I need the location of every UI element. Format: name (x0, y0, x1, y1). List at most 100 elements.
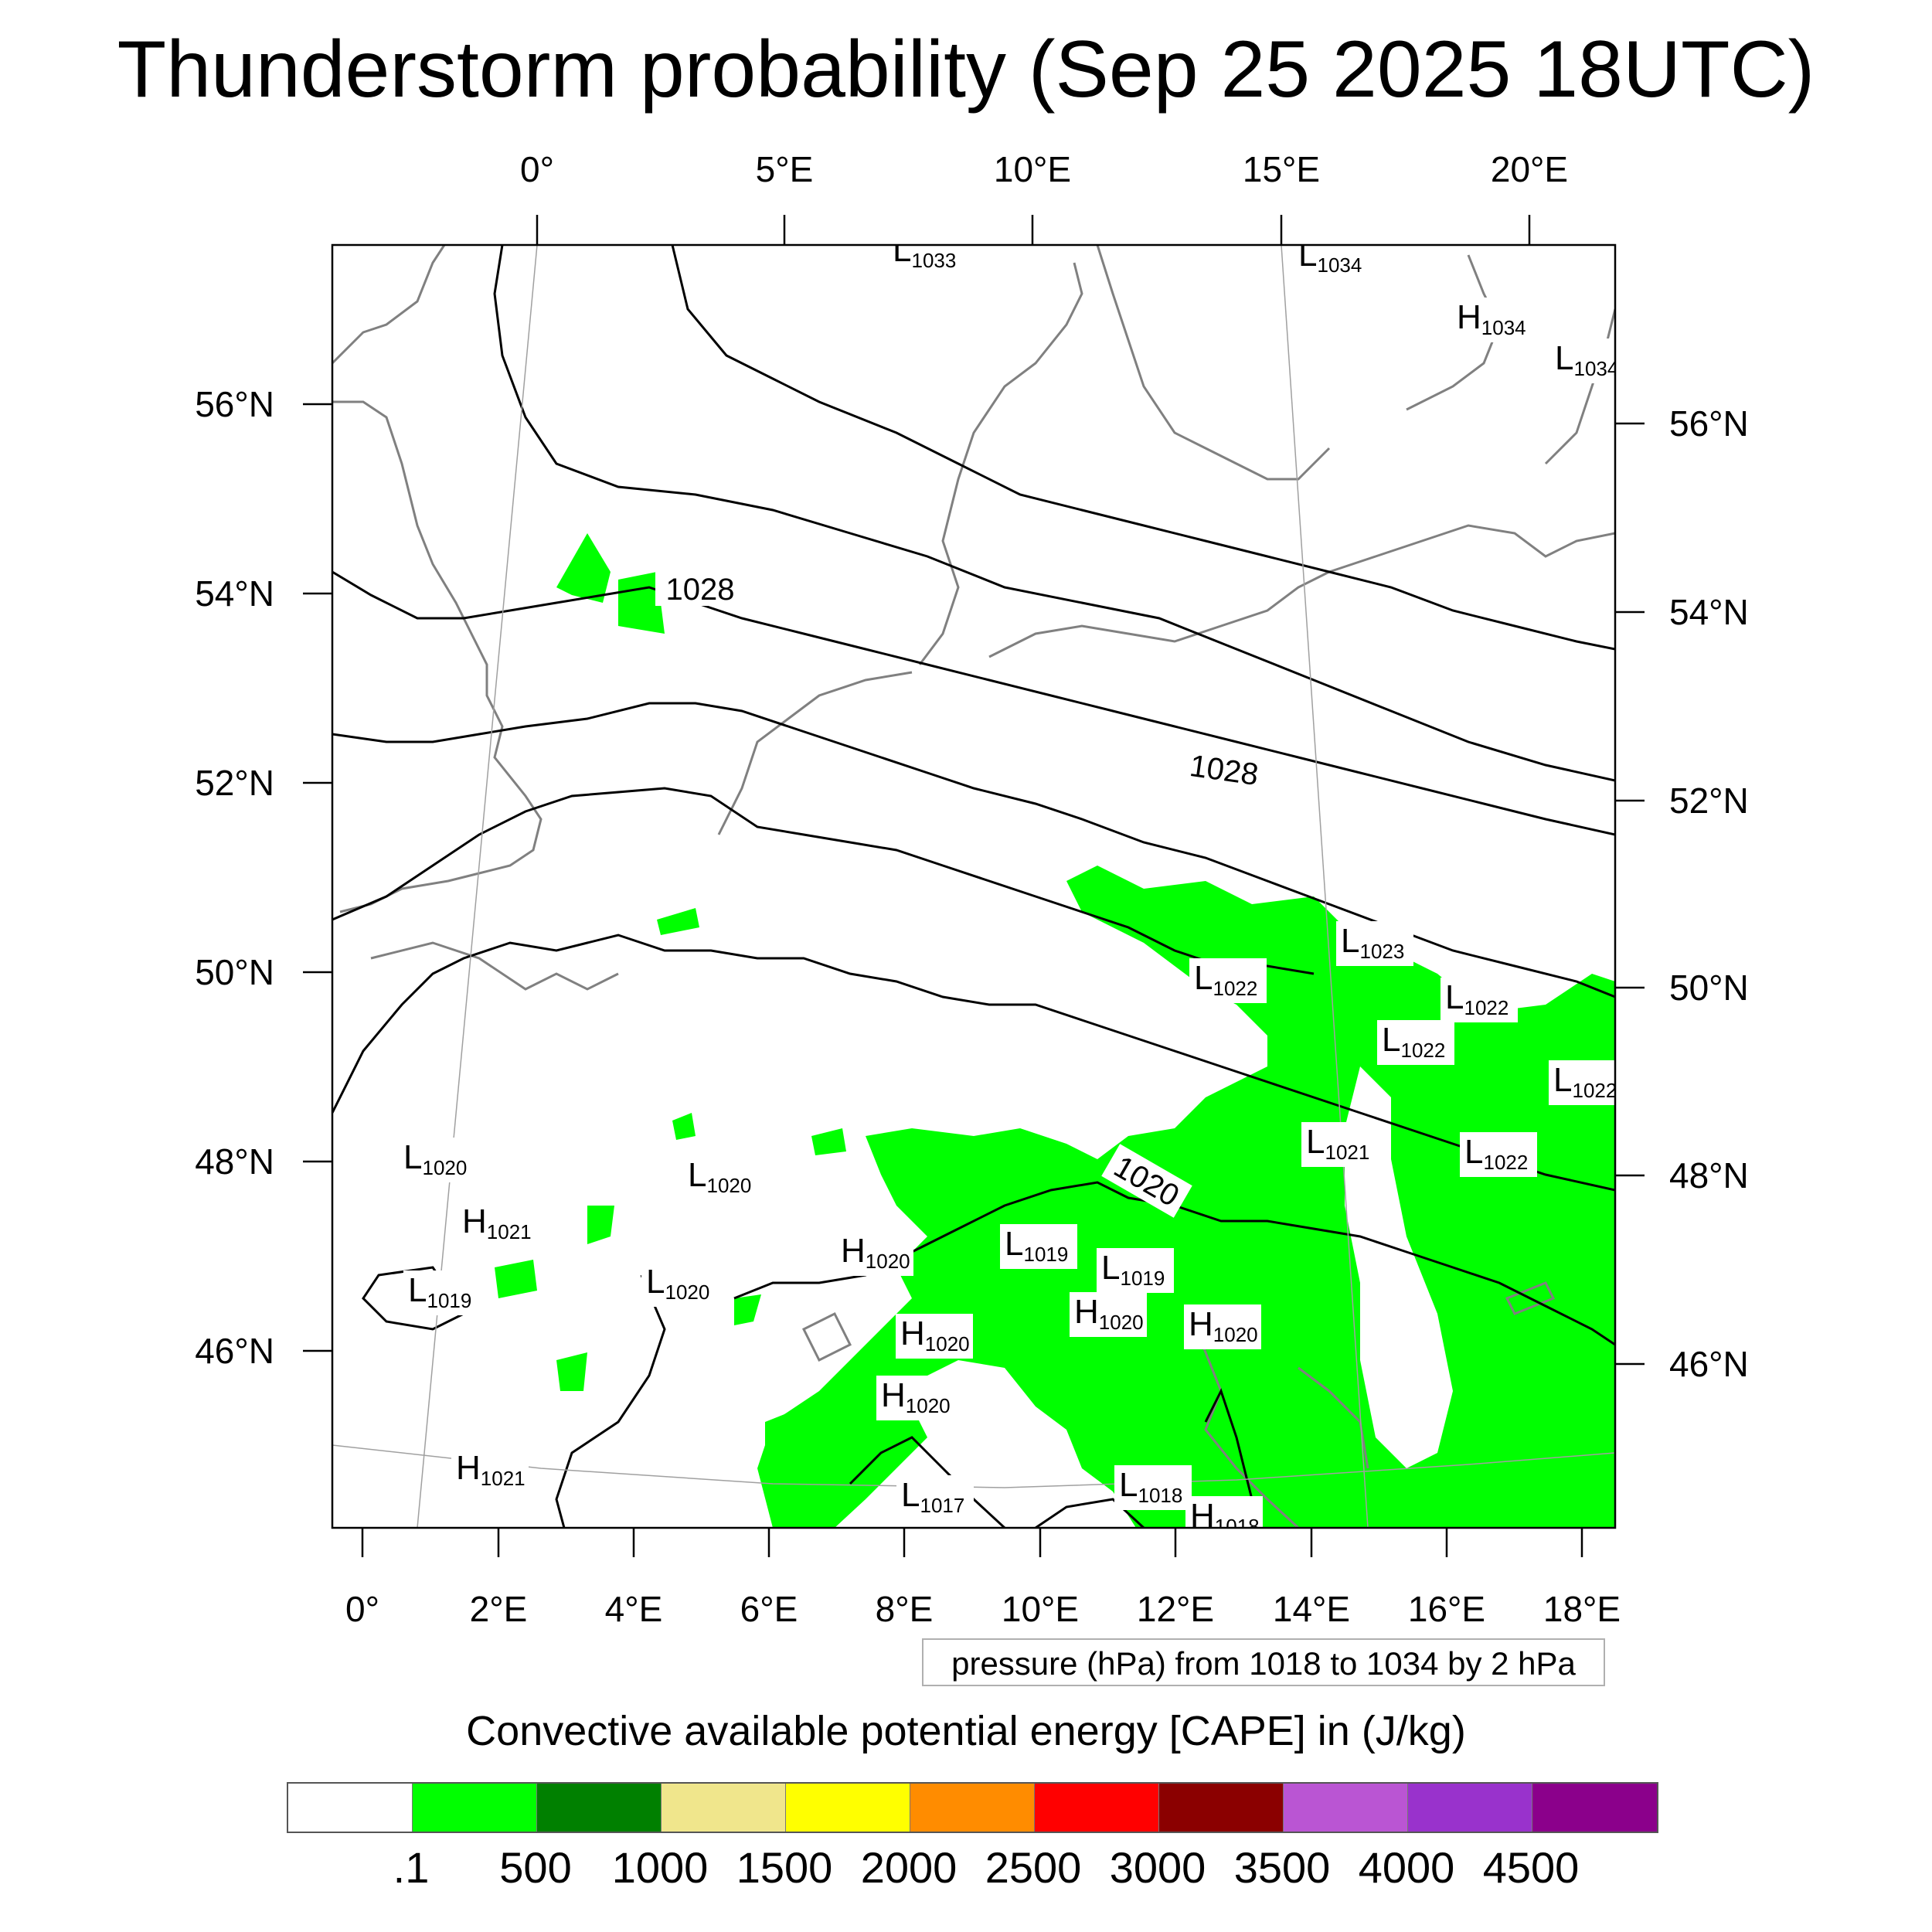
svg-text:H1020: H1020 (841, 1232, 910, 1273)
pressure-center-high: H1021 (451, 1448, 529, 1493)
cape-blob (587, 1206, 614, 1244)
meridian-15e (1281, 245, 1369, 1528)
top-lon-label: 15°E (1243, 149, 1320, 189)
isobar-1020-west (555, 1274, 666, 1528)
svg-text:L1019: L1019 (1005, 1225, 1068, 1266)
coast-istria (1298, 1366, 1369, 1469)
lake (801, 1311, 852, 1362)
colorbar-swatch (413, 1784, 537, 1832)
pressure-center-high: H1020 (1184, 1304, 1261, 1349)
bottom-lon-label: 4°E (605, 1589, 663, 1629)
pressure-center-low: L1022 (1440, 978, 1518, 1022)
colorbar-label: .1 (393, 1843, 430, 1892)
pressure-center-high: H1020 (1070, 1292, 1147, 1337)
svg-text:H1018: H1018 (1190, 1497, 1260, 1538)
pressure-center-high: H1034 (1452, 298, 1529, 342)
coastlines (332, 245, 1615, 1528)
colorbar-label: 4500 (1482, 1843, 1580, 1892)
svg-text:H1034: H1034 (1457, 298, 1526, 339)
colorbar-swatch (288, 1784, 413, 1832)
svg-text:H1020: H1020 (900, 1315, 970, 1355)
coast-netherlands (717, 671, 913, 835)
pressure-center-low: L1020 (683, 1155, 760, 1200)
pressure-center-high: H1020 (896, 1314, 973, 1359)
colorbar-label: 3500 (1233, 1843, 1331, 1892)
svg-text:L1020: L1020 (403, 1138, 467, 1179)
colorbar (287, 1782, 1658, 1833)
isobar-1018 (849, 1436, 1006, 1528)
lake-balaton (1505, 1281, 1556, 1315)
pressure-center-low: L1019 (1097, 1248, 1174, 1293)
pressure-center-low: L1019 (403, 1270, 481, 1315)
coast-adriatic (1189, 1313, 1300, 1528)
svg-text:L1022: L1022 (1445, 978, 1509, 1019)
svg-text:L1019: L1019 (1101, 1249, 1165, 1290)
map-title: Thunderstorm probability (Sep 25 2025 18… (117, 25, 1815, 114)
pressure-center-low: L1022 (1549, 1060, 1615, 1105)
left-lat-label: 46°N (195, 1331, 274, 1371)
pressure-center-low: L1020 (641, 1262, 719, 1307)
colorbar-swatch (662, 1784, 786, 1832)
right-lat-label: 46°N (1669, 1344, 1749, 1384)
bottom-lon-label: 10°E (1002, 1589, 1079, 1629)
bottom-lon-label: 14°E (1273, 1589, 1350, 1629)
svg-text:L1034: L1034 (1298, 236, 1362, 277)
contour-info-box: pressure (hPa) from 1018 to 1034 by 2 hP… (922, 1638, 1605, 1686)
bottom-lon-label: 16°E (1408, 1589, 1485, 1629)
pressure-center-high: H1020 (836, 1231, 913, 1276)
right-lat-label: 52°N (1669, 781, 1749, 821)
pressure-center-high: H1018 (1185, 1496, 1263, 1538)
bottom-lon-label: 0° (345, 1589, 379, 1629)
pressure-center-low: L1034 (1294, 236, 1371, 280)
left-lat-label: 54°N (195, 573, 274, 614)
left-lat-label: 52°N (195, 763, 274, 803)
colorbar-swatch (1532, 1784, 1657, 1832)
svg-text:H1021: H1021 (462, 1202, 532, 1243)
coast-scotland (332, 245, 446, 365)
right-lat-label: 54°N (1669, 592, 1749, 632)
pressure-center-low: L1020 (399, 1138, 476, 1182)
cape-blob (672, 1113, 696, 1140)
left-lat-label: 48°N (195, 1141, 274, 1182)
pressure-center-low: L1022 (1189, 958, 1267, 1003)
axis-labels: 0° 5°E 10°E 15°E 20°E 0° 2°E 4°E 6°E 8°E 10°E 12°E 1… (195, 149, 1749, 1629)
cape-blob (495, 1260, 537, 1298)
pressure-center-low: L1033 (888, 245, 965, 275)
cape-blob (556, 1352, 587, 1391)
cape-blob (765, 1406, 819, 1499)
parallel-45n (332, 1444, 1615, 1488)
isobar-1026 (332, 787, 1315, 975)
top-lon-label: 20°E (1491, 149, 1568, 189)
coast-sweden (1096, 245, 1331, 481)
map-frame (331, 243, 1617, 1529)
left-lat-label: 56°N (195, 384, 274, 424)
colorbar-title: Convective available potential energy [C… (466, 1708, 1466, 1754)
colorbar-swatch (910, 1784, 1035, 1832)
cape-blob (734, 1294, 761, 1325)
isobar-label: 1028 (666, 573, 735, 607)
isobar-1030 (671, 245, 1615, 651)
svg-text:H1021: H1021 (456, 1449, 526, 1490)
coast-britain (332, 400, 543, 913)
colorbar-swatch (786, 1784, 910, 1832)
coast-latvia (1544, 308, 1615, 465)
bottom-lon-label: 12°E (1137, 1589, 1214, 1629)
colorbar-label: 2500 (985, 1843, 1082, 1892)
svg-text:L1022: L1022 (1194, 959, 1257, 1000)
svg-text:L1019: L1019 (408, 1271, 471, 1312)
pressure-center-low: L1018 (1114, 1465, 1192, 1510)
coast-denmark (918, 262, 1083, 665)
coast-gotland (1406, 254, 1501, 411)
isobar-1018-b (1035, 1498, 1145, 1528)
colorbar-label: 1000 (611, 1843, 709, 1892)
cape-blob (556, 533, 611, 603)
colorbar-swatch (1159, 1784, 1284, 1832)
colorbar-label: 2000 (860, 1843, 957, 1892)
colorbar-label: 500 (499, 1843, 572, 1892)
cape-blob (657, 908, 699, 935)
svg-text:L1021: L1021 (1306, 1123, 1369, 1164)
isobar-1019-ring (362, 1266, 466, 1331)
right-lat-label: 50°N (1669, 968, 1749, 1008)
